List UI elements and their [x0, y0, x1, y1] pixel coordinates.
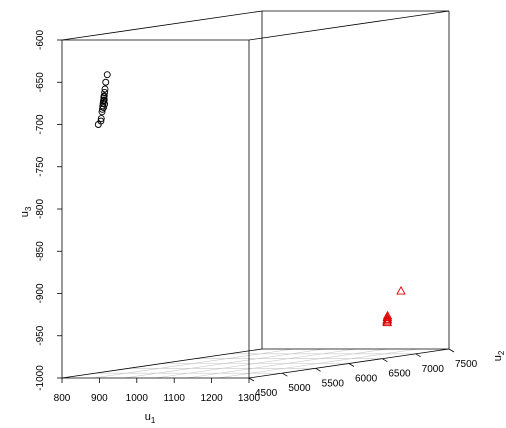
u1-tick-label: 1000	[126, 393, 149, 404]
data-point-circle	[97, 115, 105, 123]
u2-tick-label: 5000	[288, 383, 311, 394]
data-point-triangle	[382, 312, 393, 322]
data-points	[94, 71, 406, 327]
u3-tick-label: -800	[35, 199, 46, 219]
u3-tick-label: -750	[35, 156, 46, 176]
data-point-circle	[101, 100, 109, 108]
u2-tick-mark	[282, 372, 288, 377]
u2-tick-label: 7000	[422, 364, 445, 375]
u1-axis-label: u1	[145, 411, 156, 425]
data-point-circle	[100, 104, 107, 112]
box-edge	[248, 10, 450, 41]
data-point-circle	[98, 108, 106, 116]
u2-tick-mark	[415, 353, 421, 358]
data-point-circle	[103, 71, 111, 79]
u2-tick-label: 7500	[455, 359, 478, 370]
u3-tick-label: -700	[35, 114, 46, 134]
u2-tick-label: 6000	[355, 374, 378, 385]
u3-tick-label: -650	[35, 72, 46, 92]
u3-axis-label: u3	[19, 206, 33, 217]
data-point-triangle	[382, 314, 393, 323]
u1-tick-label: 900	[91, 393, 108, 404]
u1-tick-label: 1300	[238, 393, 261, 404]
data-point-circle	[100, 93, 108, 101]
u2-axis-label: u2	[492, 350, 506, 361]
data-point-triangle	[396, 285, 406, 295]
u2-tick-mark	[348, 363, 355, 367]
u2-tick-mark	[315, 367, 321, 372]
u3-tick-label: -850	[35, 241, 46, 261]
u3-tick-label: -1000	[35, 365, 46, 391]
u2-tick-label: 6500	[388, 369, 411, 380]
u3-tick-label: -900	[35, 283, 46, 303]
floor-grid	[93, 348, 418, 379]
data-point-circle	[102, 78, 110, 86]
u2-tick-mark	[448, 348, 455, 353]
u2-tick-mark	[382, 358, 388, 363]
u3-tick-label: -950	[35, 325, 46, 345]
u1-tick-label: 1200	[200, 393, 223, 404]
u1-tick-label: 800	[54, 393, 71, 404]
u2-tick-label: 4500	[255, 388, 278, 399]
data-point-circle	[101, 85, 109, 93]
u2-tick-mark	[248, 377, 255, 382]
u3-tick-label: -600	[35, 30, 46, 50]
u2-tick-label: 5500	[322, 378, 345, 389]
data-point-circle	[100, 96, 108, 104]
data-point-circle	[100, 97, 107, 105]
box-edge	[61, 10, 263, 41]
u1-tick-label: 1100	[163, 393, 185, 404]
data-point-circle	[94, 121, 102, 128]
box-edge	[61, 348, 263, 379]
axis-ticks: 800 900 1000 1100 1200 1300 -600 -650 -700 -750 -8…	[35, 30, 478, 404]
